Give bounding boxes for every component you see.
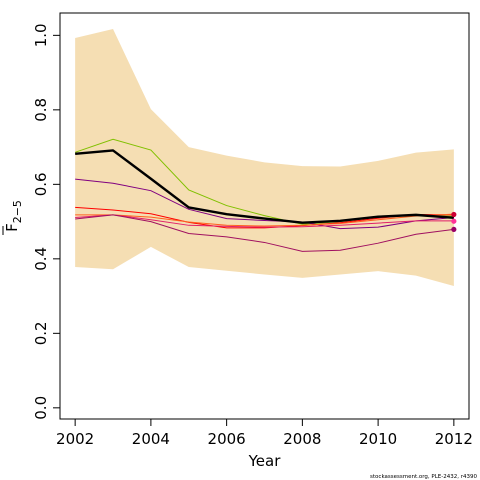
x-tick-label-2012: 2012 xyxy=(435,430,473,448)
confidence-band-layer xyxy=(75,29,454,287)
main-estimate-line xyxy=(75,149,454,224)
series-line-5 xyxy=(75,214,454,228)
y-tick-label-3: 0.6 xyxy=(32,172,50,196)
y-axis-title-main: F xyxy=(3,223,21,232)
x-tick-label-2010: 2010 xyxy=(359,430,397,448)
x-axis-title: Year xyxy=(248,452,282,470)
series-line-6 xyxy=(75,214,454,252)
end-point-3 xyxy=(451,226,457,233)
x-axis: 2002 2004 2006 2008 2010 2012 xyxy=(56,418,473,448)
svg-text:F2−5: F2−5 xyxy=(3,200,24,232)
confidence-band xyxy=(75,29,454,287)
x-tick-label-2004: 2004 xyxy=(132,430,170,448)
y-tick-label-0: 0.0 xyxy=(32,396,50,420)
y-tick-label-2: 0.4 xyxy=(32,247,50,271)
end-point-2 xyxy=(451,218,457,224)
y-tick-label-1: 0.2 xyxy=(32,321,50,345)
series-line-4 xyxy=(75,213,454,227)
y-tick-label-5: 1.0 xyxy=(32,23,50,47)
main-series-layer xyxy=(75,149,454,224)
y-tick-label-4: 0.8 xyxy=(32,98,50,122)
x-tick-label-2002: 2002 xyxy=(56,430,94,448)
x-tick-label-2008: 2008 xyxy=(283,430,321,448)
y-axis-title-subscript: 2−5 xyxy=(11,200,24,223)
end-points-layer xyxy=(451,211,457,233)
series-line-2 xyxy=(75,178,454,230)
end-point-1 xyxy=(451,211,457,218)
y-axis: 0.0 0.2 0.4 0.6 0.8 1.0 xyxy=(32,23,61,420)
y-axis-title: F2−5 xyxy=(2,200,24,235)
footer-credit: stockassessment.org, PLE-2432, r4390 xyxy=(370,474,477,480)
x-tick-label-2006: 2006 xyxy=(208,430,246,448)
